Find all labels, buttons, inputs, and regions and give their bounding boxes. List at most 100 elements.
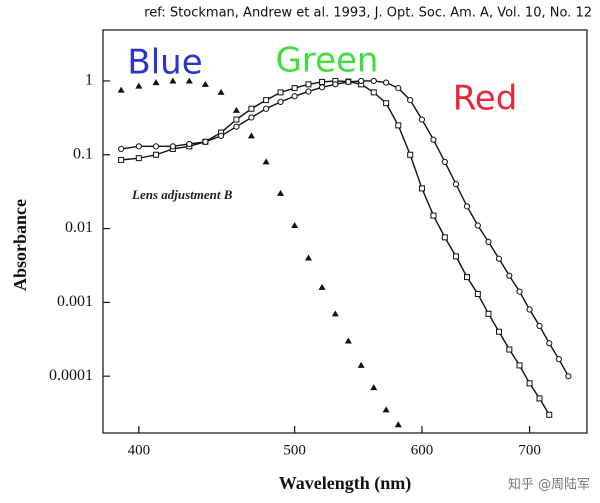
circle-marker — [506, 272, 513, 279]
circle-marker — [233, 123, 240, 130]
square-marker — [248, 105, 255, 112]
square-marker — [118, 156, 125, 163]
y-tick-label: 0.01 — [65, 219, 93, 236]
square-marker — [370, 89, 377, 96]
circle-marker — [516, 288, 523, 295]
triangle-marker — [169, 77, 177, 84]
square-marker — [453, 253, 460, 260]
square-marker — [153, 151, 160, 158]
fit-line — [121, 80, 550, 416]
circle-marker — [318, 84, 326, 91]
square-marker — [407, 151, 414, 158]
circle-marker — [291, 93, 298, 100]
circle-marker — [345, 78, 352, 86]
square-marker — [430, 212, 437, 219]
square-marker — [305, 81, 312, 88]
square-marker — [263, 97, 270, 104]
circle-marker — [463, 203, 471, 210]
triangle-marker — [217, 88, 225, 95]
square-marker — [536, 395, 543, 402]
triangle-marker — [247, 132, 255, 139]
y-axis-label: Absorbance — [10, 199, 30, 291]
square-marker — [383, 100, 390, 107]
triangle-marker — [262, 158, 270, 165]
x-axis-label: Wavelength (nm) — [279, 473, 412, 494]
square-marker — [495, 328, 502, 335]
square-marker — [291, 85, 298, 92]
circle-marker — [452, 181, 460, 188]
square-marker — [395, 122, 402, 129]
series-label: Green — [276, 41, 379, 81]
y-tick-label: 0.001 — [57, 293, 93, 310]
circle-marker — [370, 77, 377, 85]
y-tick-label: 0.1 — [73, 145, 93, 162]
circle-marker — [485, 238, 492, 245]
triangle-marker — [382, 406, 390, 413]
square-marker — [485, 310, 492, 317]
triangle-marker — [135, 82, 143, 89]
y-tick-label: 1 — [85, 72, 93, 89]
triangle-marker — [344, 337, 352, 344]
circle-marker — [305, 88, 312, 95]
circle-marker — [395, 84, 402, 92]
square-marker — [233, 116, 240, 123]
circle-marker — [536, 322, 543, 330]
series-label: Red — [453, 79, 518, 119]
y-tick-label: 0.0001 — [49, 367, 93, 384]
circle-marker — [152, 143, 160, 150]
triangle-marker — [318, 283, 326, 290]
circle-marker — [546, 340, 553, 347]
circle-marker — [555, 356, 562, 363]
triangle-marker — [304, 254, 312, 261]
circle-marker — [169, 143, 176, 150]
circle-marker — [118, 145, 125, 153]
triangle-marker — [185, 77, 193, 84]
x-tick-label: 400 — [128, 442, 151, 458]
circle-marker — [407, 97, 414, 104]
triangle-marker — [370, 384, 378, 391]
circle-marker — [263, 105, 270, 112]
series-label: Blue — [127, 43, 202, 83]
x-tick-label: 700 — [518, 442, 541, 458]
circle-marker — [526, 306, 533, 313]
circle-marker — [186, 140, 193, 148]
square-marker — [506, 346, 513, 353]
circle-marker — [418, 116, 426, 123]
x-tick-label: 500 — [283, 442, 306, 458]
triangle-marker — [232, 106, 240, 113]
square-marker — [277, 89, 284, 96]
square-marker — [441, 234, 448, 241]
x-tick-label: 600 — [411, 442, 434, 458]
square-marker — [418, 185, 425, 192]
circle-marker — [277, 98, 284, 106]
circle-marker — [358, 77, 365, 85]
plot-frame — [102, 29, 588, 434]
triangle-marker — [152, 79, 160, 86]
circle-marker — [430, 136, 437, 143]
circle-marker — [248, 114, 255, 121]
circle-marker — [332, 81, 339, 88]
watermark: 知乎 @周陆军 — [508, 477, 590, 493]
circle-marker — [474, 222, 481, 229]
circle-marker — [565, 373, 572, 380]
triangle-marker — [201, 80, 209, 87]
circle-marker — [441, 158, 448, 166]
triangle-marker — [117, 86, 125, 93]
square-marker — [464, 274, 471, 281]
circle-marker — [135, 143, 142, 150]
reference: ref: Stockman, Andrew et al. 1993, J. Op… — [144, 6, 592, 21]
triangle-marker — [277, 189, 285, 196]
triangle-marker — [331, 310, 339, 317]
square-marker — [474, 290, 481, 297]
circle-marker — [202, 138, 209, 145]
square-marker — [526, 380, 533, 387]
annotation: Lens adjustment B — [131, 187, 233, 202]
circle-marker — [383, 79, 390, 86]
circle-marker — [217, 132, 225, 140]
circle-marker — [495, 255, 503, 262]
square-marker — [135, 155, 142, 162]
triangle-marker — [357, 361, 365, 368]
triangle-marker — [291, 222, 299, 229]
square-marker — [546, 411, 553, 418]
